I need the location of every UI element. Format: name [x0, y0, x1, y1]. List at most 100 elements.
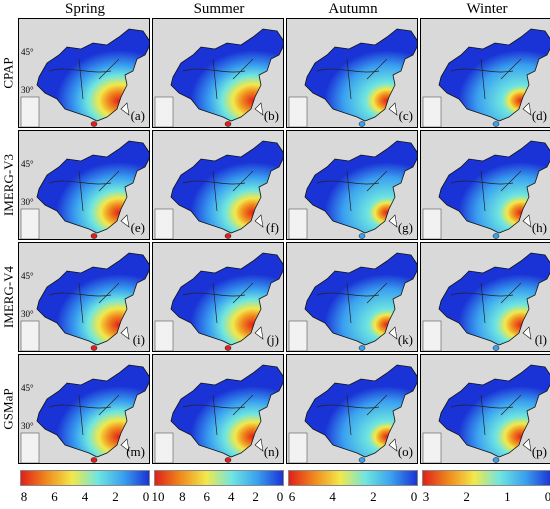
- hainan-island: [224, 457, 232, 463]
- map-panel-gsmap-spring: (m) 45° 30°: [18, 354, 150, 464]
- panel-letter: (n): [263, 444, 279, 459]
- latitude-label-45: 45°: [21, 271, 34, 281]
- colorbar-tick-label: 1: [504, 489, 511, 504]
- region-boundaries: [316, 58, 388, 100]
- row-label-imerg-v4: IMERG-V4: [1, 265, 17, 329]
- panel-letter: (d): [531, 108, 547, 123]
- colorbar-tick-label: 4: [329, 489, 336, 504]
- china-map: [154, 140, 283, 239]
- panel-letter: (l): [534, 332, 547, 347]
- south-china-sea-inset: [422, 320, 442, 351]
- colorbar-tick-label: 0: [544, 489, 550, 504]
- taiwan-outline: [254, 214, 264, 228]
- south-china-sea-inset: [154, 320, 174, 351]
- region-boundaries: [182, 394, 254, 436]
- colorbar-summer: [154, 470, 284, 486]
- taiwan-outline: [120, 102, 130, 116]
- map-panel-imerg-v3-autumn: (g): [286, 130, 418, 240]
- region-boundaries: [450, 170, 522, 212]
- panel-letter: (m): [126, 444, 145, 459]
- colorbar-spring: [20, 470, 150, 486]
- hainan-island: [358, 457, 366, 463]
- china-outline: [36, 140, 149, 234]
- china-map: [422, 28, 550, 127]
- colorbar-tick-label: 0: [410, 489, 418, 504]
- taiwan-outline: [388, 102, 398, 116]
- row-label-imerg-v3: IMERG-V3: [1, 153, 17, 217]
- china-map: [422, 252, 550, 351]
- china-outline: [438, 140, 550, 234]
- panel-letter: (g): [397, 220, 413, 235]
- china-map: [154, 28, 283, 127]
- china-map: [20, 140, 149, 239]
- column-header-autumn: Autumn: [328, 1, 378, 17]
- latitude-label-45: 45°: [21, 159, 34, 169]
- china-map: [20, 252, 149, 351]
- china-map: [154, 252, 283, 351]
- china-outline: [438, 364, 550, 458]
- map-panel-cpap-summer: (b): [152, 18, 284, 128]
- map-panel-imerg-v3-winter: (h): [420, 130, 550, 240]
- south-china-sea-inset: [288, 320, 308, 351]
- south-china-sea-inset: [288, 96, 308, 127]
- colorbar-tick-label: 6: [51, 489, 58, 504]
- column-header-winter: Winter: [466, 1, 508, 17]
- china-map: [20, 28, 149, 127]
- panel-letter: (f): [266, 220, 279, 235]
- south-china-sea-inset: [422, 208, 442, 239]
- panel-letter: (c): [398, 108, 413, 123]
- taiwan-outline: [254, 326, 264, 340]
- south-china-sea-inset: [288, 208, 308, 239]
- hainan-island: [358, 121, 366, 127]
- region-boundaries: [316, 170, 388, 212]
- south-china-sea-inset: [422, 96, 442, 127]
- south-china-sea-inset: [288, 432, 308, 463]
- south-china-sea-inset: [154, 432, 174, 463]
- south-china-sea-inset: [20, 432, 40, 463]
- region-boundaries: [48, 394, 120, 436]
- map-panel-gsmap-winter: (p): [420, 354, 550, 464]
- column-header-summer: Summer: [193, 1, 245, 17]
- colorbar-autumn: [288, 470, 418, 486]
- china-outline: [170, 140, 283, 234]
- latitude-label-45: 45°: [21, 47, 34, 57]
- taiwan-outline: [522, 102, 532, 116]
- hainan-island: [492, 121, 500, 127]
- column-header-spring: Spring: [64, 1, 105, 17]
- map-panel-imerg-v4-summer: (j): [152, 242, 284, 352]
- colorbar-tick-label: 3: [422, 489, 430, 504]
- colorbar-tick-label: 2: [463, 489, 470, 504]
- colorbar-tick-label: 4: [81, 489, 89, 504]
- china-outline: [438, 28, 550, 122]
- panel-letter: (a): [130, 108, 145, 123]
- map-panel-cpap-winter: (d): [420, 18, 550, 128]
- hainan-island: [224, 121, 232, 127]
- region-boundaries: [450, 394, 522, 436]
- taiwan-outline: [522, 214, 532, 228]
- china-map: [288, 252, 417, 351]
- colorbar-tick-label: 2: [112, 489, 119, 504]
- colorbar-tick-label: 4: [227, 489, 235, 504]
- region-boundaries: [48, 58, 120, 100]
- map-panel-gsmap-summer: (n): [152, 354, 284, 464]
- colorbar-tick-label: 8: [20, 489, 28, 504]
- china-outline: [438, 252, 550, 346]
- panel-letter: (o): [397, 444, 413, 459]
- china-map: [154, 364, 283, 463]
- map-panel-gsmap-autumn: (o): [286, 354, 418, 464]
- panel-letter: (b): [263, 108, 279, 123]
- region-boundaries: [182, 282, 254, 324]
- colorbar-winter: [422, 470, 550, 486]
- china-outline: [36, 364, 149, 458]
- colorbar-tick-label: 0: [276, 489, 284, 504]
- south-china-sea-inset: [154, 96, 174, 127]
- colorbar-ticks-autumn: 6 4 2 0: [286, 489, 420, 505]
- hainan-island: [90, 233, 98, 239]
- hainan-island: [358, 233, 366, 239]
- taiwan-outline: [522, 326, 532, 340]
- region-boundaries: [450, 58, 522, 100]
- china-map: [422, 140, 550, 239]
- taiwan-outline: [120, 326, 130, 340]
- hainan-island: [492, 457, 500, 463]
- map-panel-imerg-v4-winter: (l): [420, 242, 550, 352]
